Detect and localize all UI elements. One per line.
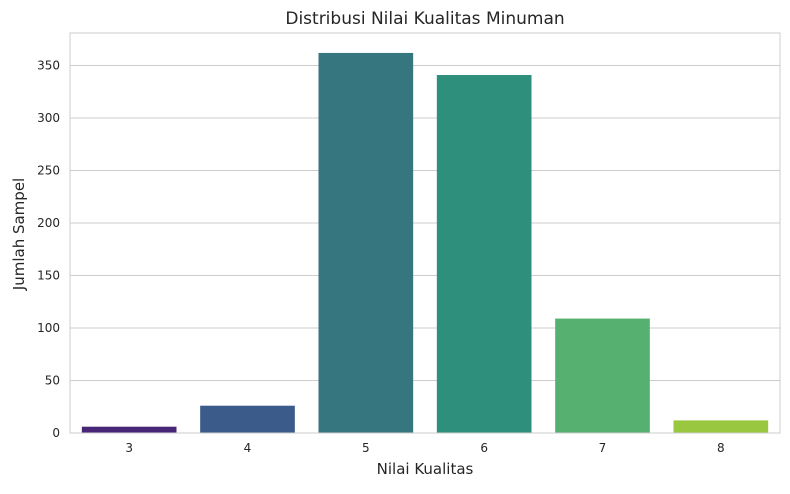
x-tick-label: 8 xyxy=(717,441,725,455)
y-tick-label: 150 xyxy=(37,269,60,283)
y-tick-label: 200 xyxy=(37,216,60,230)
bar-quality-8 xyxy=(673,420,769,433)
grid-layer xyxy=(70,65,780,434)
y-tick-labels: 0 50 100 150 200 250 300 350 xyxy=(37,59,60,440)
x-tick-label: 6 xyxy=(480,441,488,455)
x-tick-label: 3 xyxy=(125,441,133,455)
y-tick-label: 100 xyxy=(37,321,60,335)
x-tick-labels: 3 4 5 6 7 8 xyxy=(125,441,724,455)
x-tick-label: 4 xyxy=(244,441,252,455)
bar-quality-4 xyxy=(200,405,295,433)
bars-layer xyxy=(81,52,769,433)
y-tick-label: 50 xyxy=(45,374,60,388)
y-tick-label: 300 xyxy=(37,111,60,125)
y-tick-label: 250 xyxy=(37,164,60,178)
bar-quality-7 xyxy=(555,318,650,433)
plot-frame xyxy=(69,32,781,434)
bar-quality-5 xyxy=(318,52,414,433)
x-tick-label: 5 xyxy=(362,441,370,455)
chart-title: Distribusi Nilai Kualitas Minuman xyxy=(285,9,564,29)
y-axis-label: Jumlah Sampel xyxy=(10,178,28,291)
bar-quality-6 xyxy=(436,74,532,433)
y-tick-label: 350 xyxy=(37,59,60,73)
x-tick-label: 7 xyxy=(599,441,607,455)
x-axis-label: Nilai Kualitas xyxy=(377,460,474,478)
bar-quality-3 xyxy=(81,426,177,433)
y-tick-label: 0 xyxy=(52,426,60,440)
